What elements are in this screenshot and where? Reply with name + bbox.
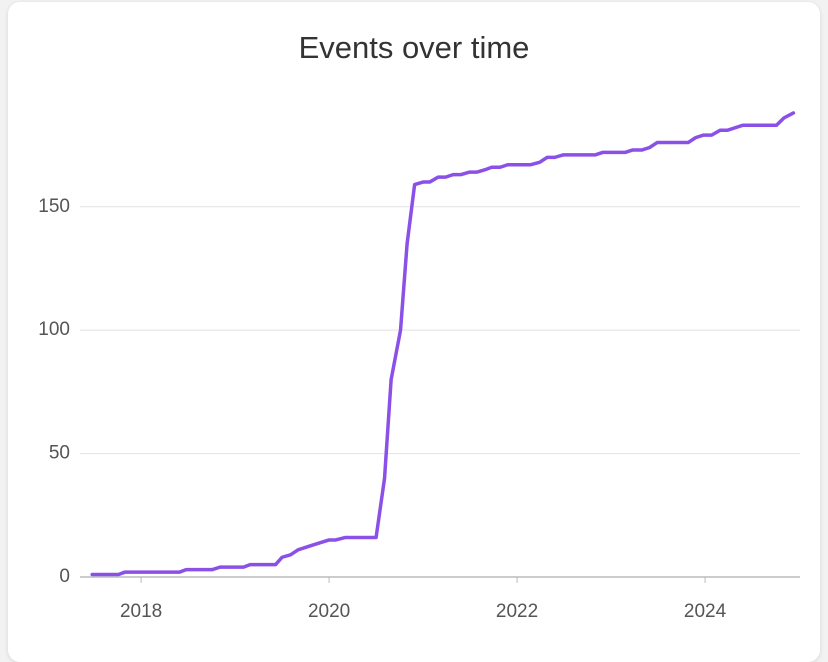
- x-tick-label: 2022: [496, 601, 538, 622]
- line: [90, 111, 796, 577]
- y-tick-label: 50: [49, 443, 70, 464]
- chart-title: Events over time: [299, 30, 530, 65]
- y-tick-label: 100: [38, 319, 70, 340]
- x-tick-label: 2018: [120, 601, 162, 622]
- x-tick-label: 2020: [308, 601, 350, 622]
- card: [8, 2, 820, 662]
- x-tick-label: 2024: [684, 601, 727, 622]
- y-tick-label: 0: [59, 566, 70, 587]
- y-tick-label: 150: [38, 196, 70, 217]
